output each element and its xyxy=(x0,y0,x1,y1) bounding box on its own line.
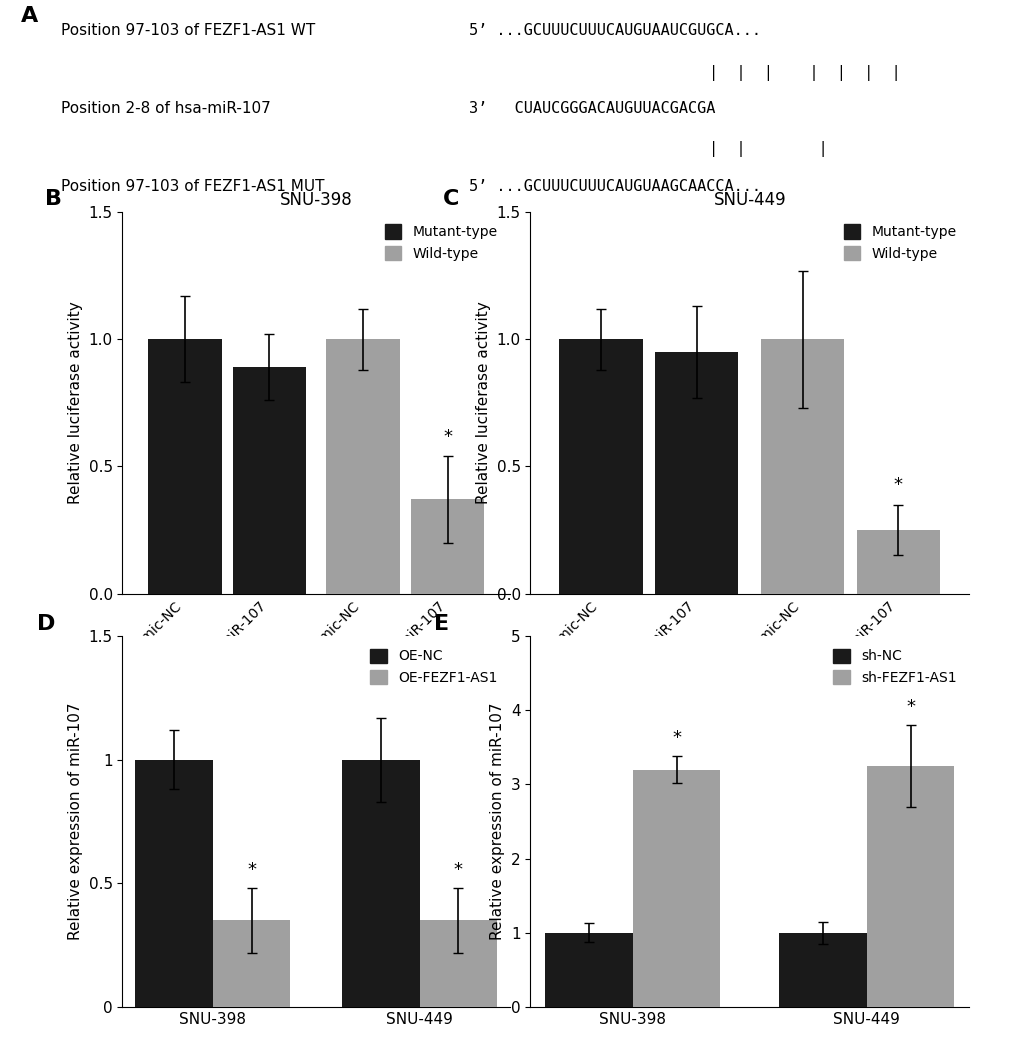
Text: Position 97-103 of FEZF1-AS1 WT: Position 97-103 of FEZF1-AS1 WT xyxy=(61,23,315,38)
Text: C: C xyxy=(442,189,459,209)
Bar xyxy=(654,352,738,594)
Bar xyxy=(856,530,940,594)
Text: Position 97-103 of FEZF1-AS1 MUT: Position 97-103 of FEZF1-AS1 MUT xyxy=(61,179,324,194)
Bar xyxy=(760,339,844,594)
Bar xyxy=(632,770,719,1007)
Title: SNU-449: SNU-449 xyxy=(712,191,786,209)
Bar xyxy=(136,760,213,1007)
Text: A: A xyxy=(20,5,38,25)
Text: |  |  |    |  |  |  |: | | | | | | | xyxy=(708,65,900,81)
Bar xyxy=(544,933,632,1007)
Y-axis label: Relative expression of miR-107: Relative expression of miR-107 xyxy=(68,703,83,940)
Text: 5’ ...GCUUUCUUUCAUGUAAGCAACCA...: 5’ ...GCUUUCUUUCAUGUAAGCAACCA... xyxy=(469,179,760,194)
Bar xyxy=(419,920,496,1007)
Text: E: E xyxy=(433,614,448,634)
Bar xyxy=(779,933,866,1007)
Y-axis label: Relative expression of miR-107: Relative expression of miR-107 xyxy=(490,703,504,940)
Text: *: * xyxy=(442,428,451,446)
Legend: sh-NC, sh-FEZF1-AS1: sh-NC, sh-FEZF1-AS1 xyxy=(826,643,961,691)
Text: Position 2-8 of hsa-miR-107: Position 2-8 of hsa-miR-107 xyxy=(61,101,271,117)
Bar xyxy=(558,339,642,594)
Bar xyxy=(148,339,221,594)
Y-axis label: Relative luciferase activity: Relative luciferase activity xyxy=(476,301,490,505)
Text: *: * xyxy=(247,861,256,879)
Text: *: * xyxy=(893,476,902,494)
Text: B: B xyxy=(45,189,62,209)
Title: SNU-398: SNU-398 xyxy=(279,191,353,209)
Text: *: * xyxy=(453,861,463,879)
Text: D: D xyxy=(37,614,55,634)
Bar xyxy=(213,920,290,1007)
Text: *: * xyxy=(672,729,681,747)
Legend: Mutant-type, Wild-type: Mutant-type, Wild-type xyxy=(379,219,502,267)
Y-axis label: Relative luciferase activity: Relative luciferase activity xyxy=(68,301,83,505)
Text: *: * xyxy=(905,697,914,716)
Bar xyxy=(326,339,399,594)
Text: 3’   CUAUCGGGACAUGUUACGACGA: 3’ CUAUCGGGACAUGUUACGACGA xyxy=(469,101,715,117)
Bar xyxy=(341,760,419,1007)
Text: |  |        |: | | | xyxy=(708,141,826,157)
Text: 5’ ...GCUUUCUUUCAUGUAAUCGUGCA...: 5’ ...GCUUUCUUUCAUGUAAUCGUGCA... xyxy=(469,23,760,38)
Legend: OE-NC, OE-FEZF1-AS1: OE-NC, OE-FEZF1-AS1 xyxy=(365,643,502,691)
Legend: Mutant-type, Wild-type: Mutant-type, Wild-type xyxy=(838,219,961,267)
Bar xyxy=(232,367,306,594)
Bar xyxy=(866,765,954,1007)
Bar xyxy=(411,499,484,594)
